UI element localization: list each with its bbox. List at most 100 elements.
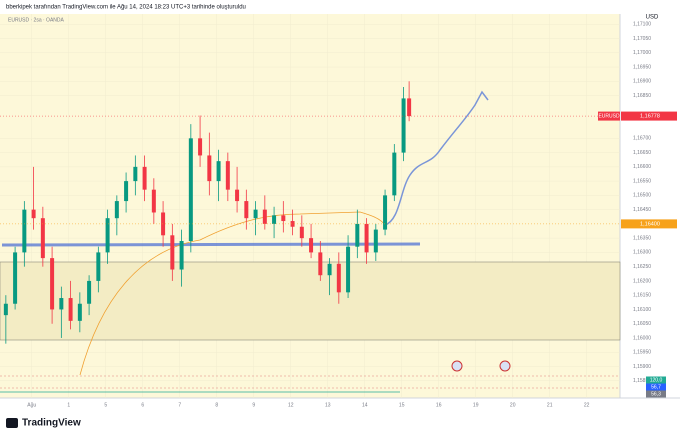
price-label: 1,16778: [640, 114, 660, 120]
indicator-box: [646, 383, 666, 391]
candle-body: [114, 201, 119, 219]
symbol-label: EURUSD: [598, 113, 620, 119]
candle-body: [22, 209, 27, 253]
y-tick-label: 1,16250: [633, 264, 651, 270]
header: bberkipek tarafından TradingView.com ile…: [6, 5, 246, 11]
y-tick-label: 1,16050: [633, 321, 651, 327]
candle-body: [161, 212, 166, 236]
candle-body: [216, 161, 221, 182]
y-tick-label: 1,16500: [633, 193, 651, 199]
plot-area: [0, 14, 620, 398]
y-tick-label: 1,17050: [633, 36, 651, 42]
candle-body: [105, 218, 110, 253]
candle-body: [198, 138, 203, 156]
candle-body: [373, 229, 378, 253]
x-tick-label: Ağu: [27, 402, 36, 408]
moving-average: [79, 211, 386, 376]
candles: [3, 81, 412, 344]
y-tick-label: 1,16000: [633, 335, 651, 341]
candle-body: [262, 209, 267, 224]
candle-body: [96, 252, 101, 281]
price-label-box: [621, 111, 677, 121]
indicator-value: 56,3: [651, 391, 661, 397]
candle-body: [124, 181, 129, 202]
x-tick-label: 22: [584, 402, 590, 408]
candle-body: [309, 238, 314, 253]
candle-body: [253, 209, 258, 219]
logo-icon: [6, 418, 18, 428]
candle-body: [50, 258, 55, 310]
y-tick-label: 1,15950: [633, 350, 651, 356]
x-tick-label: 20: [510, 402, 516, 408]
x-tick-label: 15: [399, 402, 405, 408]
x-tick-label: 9: [252, 402, 255, 408]
candle-body: [207, 155, 212, 182]
y-tick-label: 1,16700: [633, 136, 651, 142]
candle-body: [383, 195, 388, 230]
candle-body: [170, 235, 175, 270]
brand: TradingView: [22, 418, 81, 429]
y-tick-label: 1,15850: [633, 378, 651, 384]
candle-body: [272, 215, 277, 224]
candle-body: [401, 98, 406, 153]
candle-body: [3, 303, 8, 316]
x-tick-label: 1: [67, 402, 70, 408]
candle-body: [179, 241, 184, 270]
zone: [0, 261, 621, 341]
y-tick-label: 1,17000: [633, 50, 651, 56]
candle-body: [281, 215, 286, 222]
y-tick-label: 1,16150: [633, 293, 651, 299]
candle-body: [318, 252, 323, 276]
candle-body: [299, 226, 304, 239]
indicator-box: [646, 390, 666, 398]
y-tick-label: 1,16950: [633, 64, 651, 70]
symbol-label-box: [598, 111, 620, 121]
candle-body: [87, 280, 92, 304]
price-label-box: [621, 219, 677, 229]
symbol: EURUSD · 2sa · OANDA: [8, 17, 65, 23]
y-tick-label: 1,16350: [633, 235, 651, 241]
candle-body: [68, 298, 73, 321]
x-tick-label: 16: [436, 402, 442, 408]
x-tick-label: 8: [215, 402, 218, 408]
currency: USD: [646, 15, 659, 21]
indicator-box: [646, 376, 666, 384]
event-icon: [451, 360, 463, 372]
candle-body: [142, 166, 147, 190]
y-tick-label: 1,16650: [633, 150, 651, 156]
y-tick-label: 1,15900: [633, 364, 651, 370]
x-tick-label: 12: [288, 402, 294, 408]
x-tick-label: 14: [362, 402, 368, 408]
candle-body: [31, 209, 36, 219]
candle-body: [133, 166, 138, 182]
candle-body: [40, 218, 45, 259]
support-line: [1, 242, 421, 247]
x-tick-label: 13: [325, 402, 331, 408]
y-tick-label: 1,16550: [633, 178, 651, 184]
candle-body: [364, 223, 369, 253]
candle-body: [13, 252, 18, 304]
y-tick-label: 1,16100: [633, 307, 651, 313]
y-tick-label: 1,16200: [633, 278, 651, 284]
axis-labels: 1,15850 1,15900 1,15950 1,16000 1,16050 1,161…: [0, 22, 677, 408]
event-icon: [499, 360, 511, 372]
candle-body: [244, 201, 249, 219]
candle-body: [392, 152, 397, 196]
y-tick-label: 1,17100: [633, 22, 651, 28]
y-tick-label: 1,16600: [633, 164, 651, 170]
footer: [0, 412, 680, 436]
x-tick-label: 6: [141, 402, 144, 408]
candle-body: [188, 138, 193, 241]
x-tick-label: 19: [473, 402, 479, 408]
candle-body: [151, 189, 156, 213]
candle-body: [336, 263, 341, 293]
price-label: 1,16400: [640, 221, 660, 227]
candle-body: [407, 98, 412, 117]
x-tick-label: 7: [178, 402, 181, 408]
candle-body: [77, 303, 82, 321]
candle-body: [225, 161, 230, 190]
candle-body: [290, 221, 295, 227]
y-tick-label: 1,16850: [633, 93, 651, 99]
